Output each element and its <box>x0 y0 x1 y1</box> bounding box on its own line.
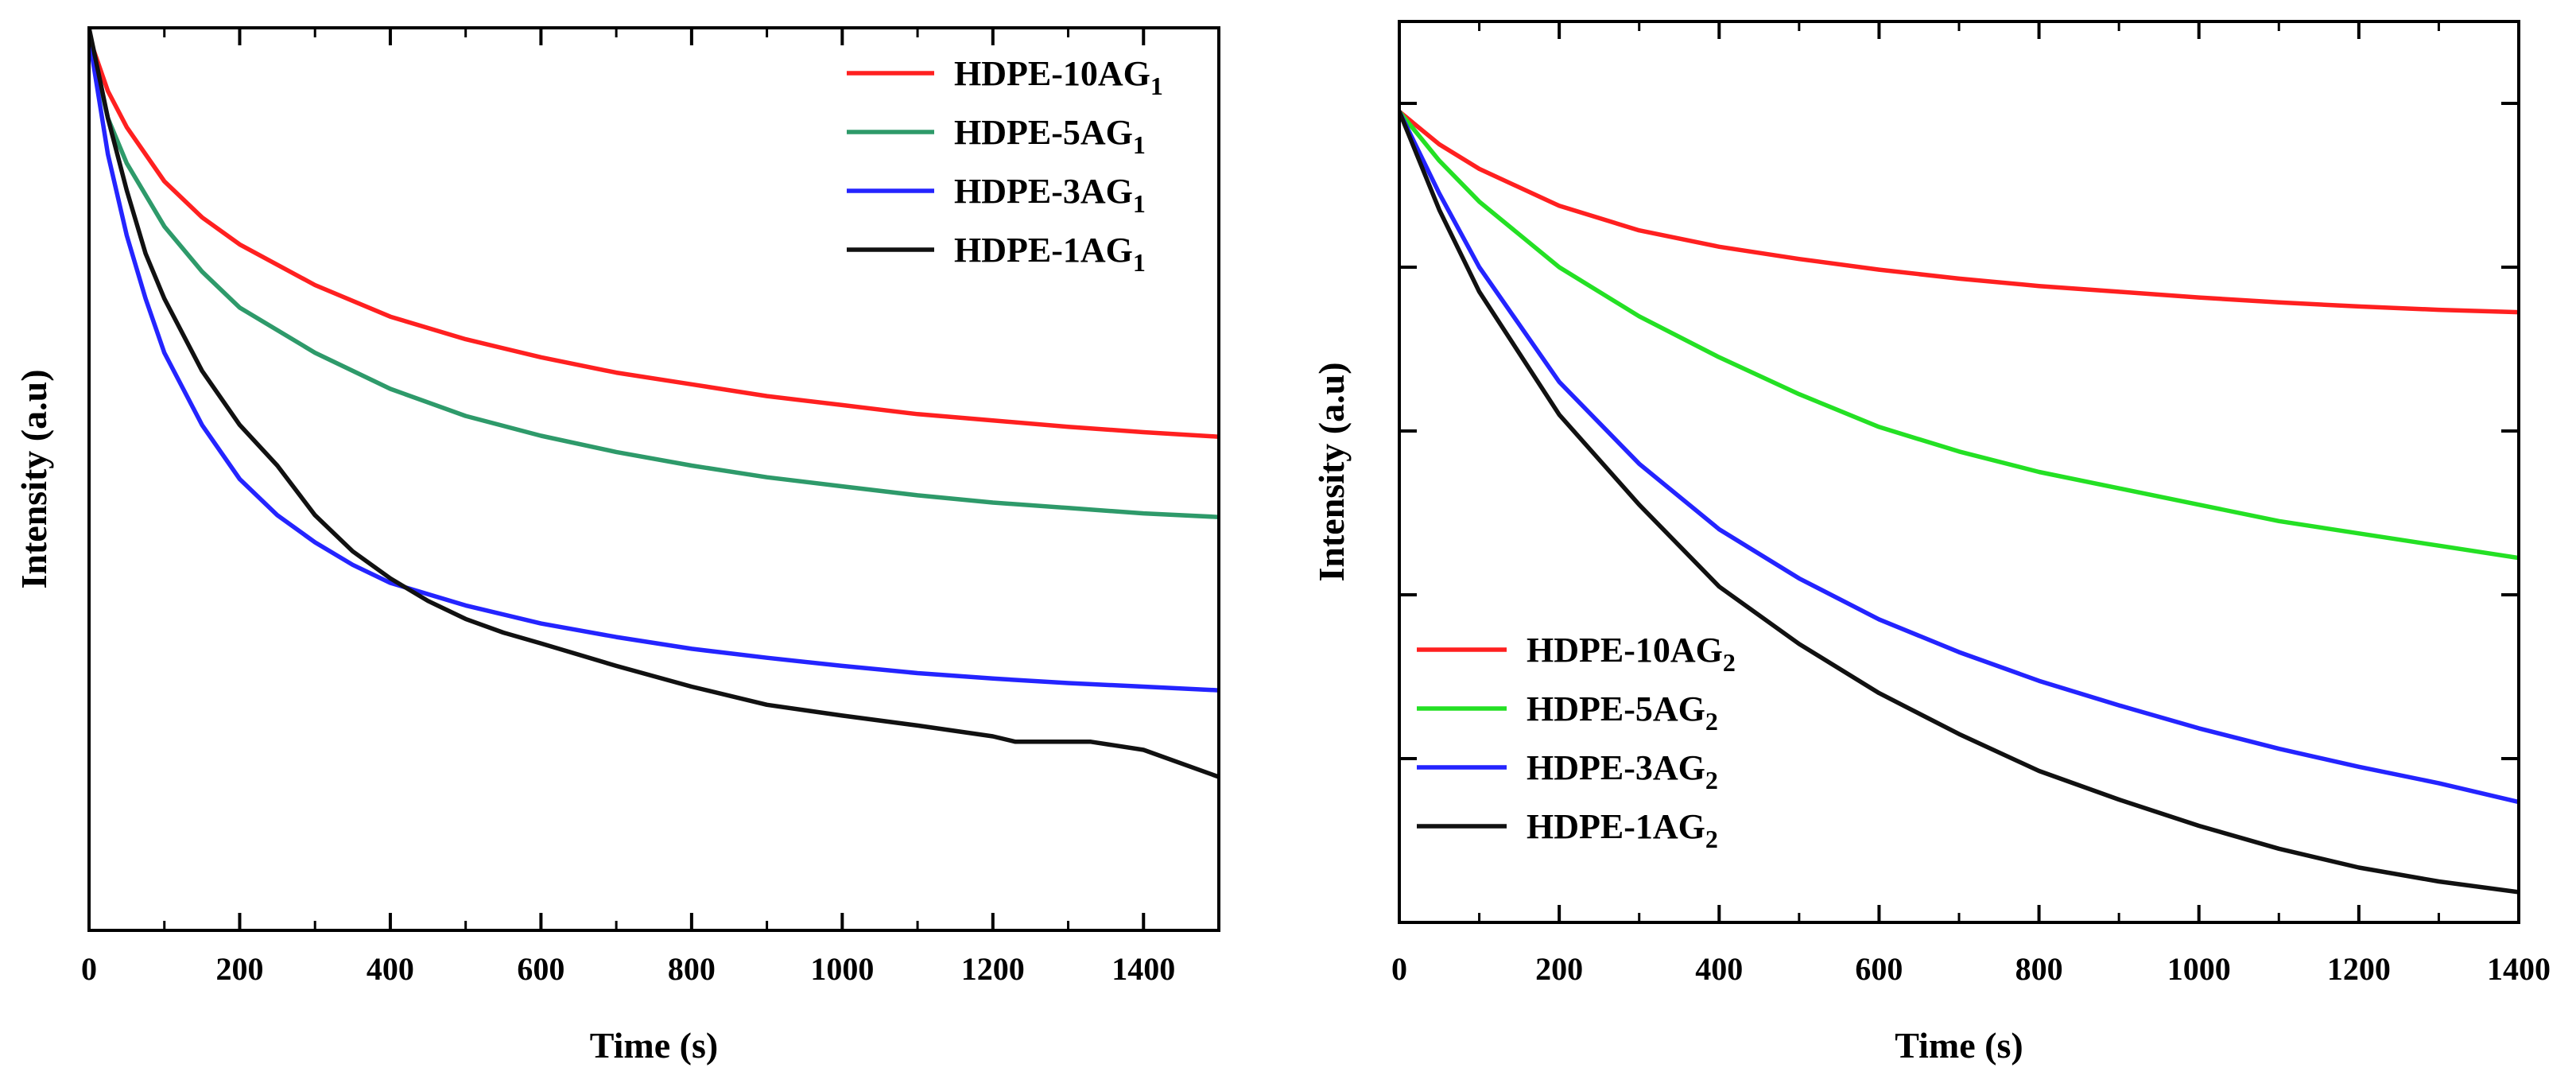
legend-label: HDPE-3AG1 <box>954 172 1146 218</box>
x-tick-label: 1200 <box>2327 951 2391 987</box>
x-tick-label: 600 <box>517 951 564 987</box>
plot-frame <box>1398 20 2520 924</box>
series-line-hdpe-1ag-1 <box>89 28 1219 779</box>
series-line-hdpe-5ag-1 <box>89 34 1219 519</box>
series-line-hdpe-5ag-2 <box>1399 109 2519 561</box>
plot-frame <box>87 26 1220 932</box>
x-tick-label: 1400 <box>2487 951 2551 987</box>
legend-label: HDPE-1AG1 <box>954 231 1146 277</box>
y-axis-title: Intensity (a.u) <box>14 369 54 588</box>
series-line-hdpe-10ag-1 <box>89 34 1219 439</box>
chart-right: 0 200 400 600 800 1000 1200 1400 Time (s) Intensi… <box>1311 20 2551 1066</box>
legend-label: HDPE-3AG2 <box>1527 748 1718 794</box>
x-tick-label: 1400 <box>1111 951 1175 987</box>
series-line-hdpe-3ag-1 <box>89 34 1219 693</box>
series-lines <box>1399 109 2519 895</box>
legend: HDPE-10AG2 HDPE-5AG2 HDPE-3AG2 HDPE-1AG2 <box>1417 631 1736 853</box>
y-axis-title: Intensity (a.u) <box>1311 362 1352 581</box>
x-tick-label: 800 <box>2015 951 2063 987</box>
x-tick-label: 0 <box>1391 951 1407 987</box>
x-axis-title: Time (s) <box>590 1025 718 1066</box>
x-tick-label: 1000 <box>810 951 874 987</box>
x-tick-label: 200 <box>1535 951 1583 987</box>
legend-label: HDPE-1AG2 <box>1527 807 1718 853</box>
chart-left: 0 200 400 600 800 1000 1200 1400 Time (s) Intensi… <box>14 26 1220 1066</box>
x-tick-label: 0 <box>81 951 97 987</box>
series-line-hdpe-3ag-2 <box>1399 109 2519 805</box>
x-tick-label: 800 <box>668 951 716 987</box>
x-tick-label: 200 <box>215 951 263 987</box>
x-tick-label: 1200 <box>961 951 1025 987</box>
legend-label: HDPE-10AG1 <box>954 54 1163 100</box>
legend-label: HDPE-5AG2 <box>1527 689 1718 736</box>
series-line-hdpe-10ag-2 <box>1399 109 2519 315</box>
series-line-hdpe-1ag-2 <box>1399 109 2519 895</box>
series-lines <box>89 28 1219 779</box>
x-tick-label: 400 <box>1695 951 1743 987</box>
x-axis-title: Time (s) <box>1895 1025 2023 1066</box>
legend-label: HDPE-5AG1 <box>954 113 1146 159</box>
legend: HDPE-10AG1 HDPE-5AG1 HDPE-3AG1 HDPE-1AG1 <box>847 54 1163 277</box>
legend-label: HDPE-10AG2 <box>1527 631 1736 677</box>
x-tick-label: 600 <box>1855 951 1903 987</box>
x-tick-label: 1000 <box>2167 951 2231 987</box>
x-tick-label: 400 <box>367 951 414 987</box>
